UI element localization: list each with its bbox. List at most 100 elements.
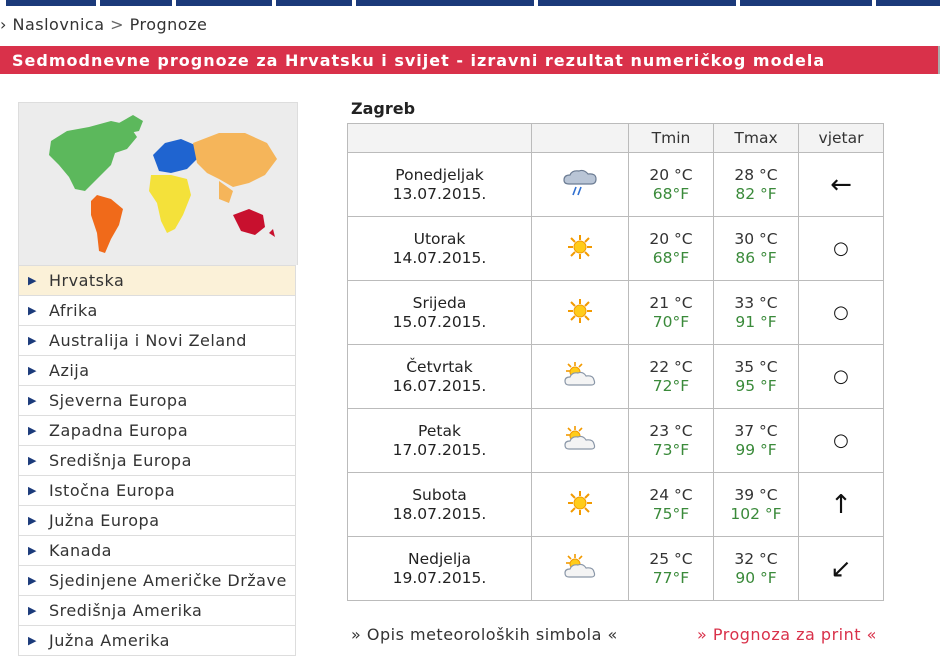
tmin-celsius: 22 °C bbox=[649, 357, 693, 376]
breadcrumb-home-link[interactable]: Naslovnica bbox=[12, 15, 105, 34]
region-label: Australija i Novi Zeland bbox=[49, 331, 247, 350]
day-name: Četvrtak bbox=[406, 357, 473, 376]
triangle-right-icon: ▶ bbox=[28, 304, 37, 317]
print-forecast-link[interactable]: » Prognoza za print « bbox=[697, 625, 877, 644]
header-icon bbox=[531, 123, 629, 153]
region-label: Sjedinjene Američke Države bbox=[49, 571, 287, 590]
weather-icon-cell bbox=[531, 536, 629, 601]
region-item-sad[interactable]: ▶ Sjedinjene Američke Države bbox=[19, 565, 295, 595]
region-label: Južna Europa bbox=[49, 511, 160, 530]
tmax-cell: 37 °C 99 °F bbox=[713, 408, 799, 473]
region-item-istocna-europa[interactable]: ▶ Istočna Europa bbox=[19, 475, 295, 505]
triangle-right-icon: ▶ bbox=[28, 514, 37, 527]
triangle-right-icon: ▶ bbox=[28, 424, 37, 437]
region-label: Hrvatska bbox=[49, 271, 125, 290]
day-date: 19.07.2015. bbox=[392, 568, 487, 587]
weather-icon-cell bbox=[531, 408, 629, 473]
sun-icon bbox=[566, 490, 594, 521]
triangle-right-icon: ▶ bbox=[28, 364, 37, 377]
tmin-cell: 23 °C 73°F bbox=[628, 408, 714, 473]
tmin-cell: 20 °C 68°F bbox=[628, 152, 714, 217]
region-label: Središnja Amerika bbox=[49, 601, 203, 620]
forecast-row: Subota 18.07.2015. 24 °C 75°F 39 °C 102 °F ↑ bbox=[347, 472, 884, 537]
tmin-cell: 20 °C 68°F bbox=[628, 216, 714, 281]
tmax-fahrenheit: 95 °F bbox=[735, 376, 777, 395]
region-item-zapadna-europa[interactable]: ▶ Zapadna Europa bbox=[19, 415, 295, 445]
region-panel: ▶ Hrvatska ▶ Afrika ▶ Australija i Novi Zel… bbox=[18, 102, 298, 656]
tmax-celsius: 28 °C bbox=[734, 165, 778, 184]
wind-direction-icon: ← bbox=[798, 152, 884, 217]
day-cell: Petak 17.07.2015. bbox=[347, 408, 532, 473]
tmax-fahrenheit: 82 °F bbox=[735, 184, 777, 203]
day-date: 13.07.2015. bbox=[392, 184, 487, 203]
partly-cloudy-icon bbox=[561, 553, 599, 585]
breadcrumb-current: Prognoze bbox=[129, 15, 208, 34]
forecast-row: Ponedjeljak 13.07.2015. 20 °C 68°F 28 °C 82 °… bbox=[347, 152, 884, 217]
region-item-afrika[interactable]: ▶ Afrika bbox=[19, 295, 295, 325]
symbols-description-link[interactable]: » Opis meteoroloških simbola « bbox=[351, 625, 618, 644]
tmin-fahrenheit: 70°F bbox=[652, 312, 690, 331]
day-date: 17.07.2015. bbox=[392, 440, 487, 459]
tmax-cell: 28 °C 82 °F bbox=[713, 152, 799, 217]
day-name: Utorak bbox=[413, 229, 466, 248]
triangle-right-icon: ▶ bbox=[28, 454, 37, 467]
tmax-fahrenheit: 99 °F bbox=[735, 440, 777, 459]
header-tmin: Tmin bbox=[628, 123, 714, 153]
region-label: Azija bbox=[49, 361, 90, 380]
breadcrumb: › Naslovnica > Prognoze bbox=[0, 15, 207, 34]
header-tmax: Tmax bbox=[713, 123, 799, 153]
wind-direction-icon: ↙ bbox=[798, 536, 884, 601]
forecast-row: Četvrtak 16.07.2015. 22 °C 72°F 35 °C 95 °F ○ bbox=[347, 344, 884, 409]
day-date: 15.07.2015. bbox=[392, 312, 487, 331]
sun-icon bbox=[566, 234, 594, 265]
day-date: 14.07.2015. bbox=[392, 248, 487, 267]
day-name: Nedjelja bbox=[408, 549, 471, 568]
region-label: Središnja Europa bbox=[49, 451, 192, 470]
tmin-fahrenheit: 68°F bbox=[652, 184, 690, 203]
tmin-celsius: 24 °C bbox=[649, 485, 693, 504]
weather-icon-cell bbox=[531, 280, 629, 345]
region-item-sjeverna-europa[interactable]: ▶ Sjeverna Europa bbox=[19, 385, 295, 415]
day-cell: Utorak 14.07.2015. bbox=[347, 216, 532, 281]
region-item-azija[interactable]: ▶ Azija bbox=[19, 355, 295, 385]
region-list: ▶ Hrvatska ▶ Afrika ▶ Australija i Novi Zel… bbox=[18, 265, 296, 656]
wind-direction-icon: ○ bbox=[798, 344, 884, 409]
tmin-celsius: 25 °C bbox=[649, 549, 693, 568]
tmax-fahrenheit: 102 °F bbox=[730, 504, 782, 523]
tmin-fahrenheit: 77°F bbox=[652, 568, 690, 587]
triangle-right-icon: ▶ bbox=[28, 604, 37, 617]
day-cell: Ponedjeljak 13.07.2015. bbox=[347, 152, 532, 217]
page-title-banner: Sedmodnevne prognoze za Hrvatsku i svije… bbox=[0, 46, 940, 74]
tmax-cell: 33 °C 91 °F bbox=[713, 280, 799, 345]
region-item-sredisnja-amerika[interactable]: ▶ Središnja Amerika bbox=[19, 595, 295, 625]
day-date: 16.07.2015. bbox=[392, 376, 487, 395]
tmin-celsius: 20 °C bbox=[649, 229, 693, 248]
sun-icon bbox=[566, 298, 594, 329]
region-item-sredisnja-europa[interactable]: ▶ Središnja Europa bbox=[19, 445, 295, 475]
day-name: Subota bbox=[412, 485, 467, 504]
tmin-cell: 22 °C 72°F bbox=[628, 344, 714, 409]
region-item-australija[interactable]: ▶ Australija i Novi Zeland bbox=[19, 325, 295, 355]
world-map[interactable] bbox=[18, 102, 298, 265]
tmin-fahrenheit: 72°F bbox=[652, 376, 690, 395]
tmin-cell: 24 °C 75°F bbox=[628, 472, 714, 537]
region-item-juzna-amerika[interactable]: ▶ Južna Amerika bbox=[19, 625, 295, 655]
region-item-juzna-europa[interactable]: ▶ Južna Europa bbox=[19, 505, 295, 535]
partly-cloudy-icon bbox=[561, 425, 599, 457]
region-label: Južna Amerika bbox=[49, 631, 170, 650]
city-title: Zagreb bbox=[351, 99, 416, 118]
forecast-header-row: Tmin Tmax vjetar bbox=[347, 123, 884, 153]
region-label: Sjeverna Europa bbox=[49, 391, 188, 410]
tmax-cell: 35 °C 95 °F bbox=[713, 344, 799, 409]
breadcrumb-separator: > bbox=[110, 15, 124, 34]
region-item-kanada[interactable]: ▶ Kanada bbox=[19, 535, 295, 565]
tmax-celsius: 33 °C bbox=[734, 293, 778, 312]
day-cell: Četvrtak 16.07.2015. bbox=[347, 344, 532, 409]
region-item-hrvatska[interactable]: ▶ Hrvatska bbox=[19, 265, 295, 295]
top-navigation-bar[interactable] bbox=[0, 0, 940, 6]
weather-icon-cell bbox=[531, 216, 629, 281]
forecast-table: Tmin Tmax vjetar Ponedjeljak 13.07.2015. 2… bbox=[347, 123, 884, 601]
triangle-right-icon: ▶ bbox=[28, 574, 37, 587]
tmin-fahrenheit: 75°F bbox=[652, 504, 690, 523]
tmax-cell: 32 °C 90 °F bbox=[713, 536, 799, 601]
